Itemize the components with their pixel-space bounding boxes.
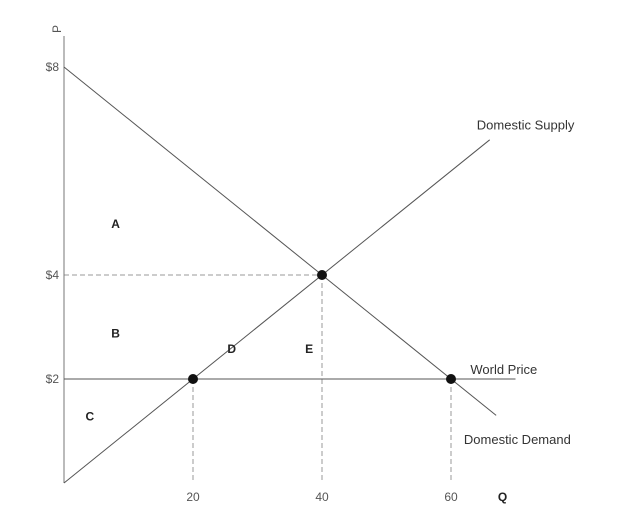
y-tick-label: $4 bbox=[46, 268, 60, 282]
y-tick-label: $2 bbox=[46, 372, 60, 386]
domestic-demand-line bbox=[63, 66, 497, 416]
intersection-point-1 bbox=[188, 374, 198, 384]
x-axis-label: Q bbox=[498, 490, 507, 504]
y-tick-labels: $8 $4 $2 bbox=[46, 60, 60, 386]
region-labels: A B C D E bbox=[85, 217, 313, 423]
world-price-label: World Price bbox=[470, 362, 537, 377]
domestic-supply-line bbox=[63, 139, 491, 484]
domestic-supply-label: Domestic Supply bbox=[477, 117, 575, 132]
x-tick-label: 40 bbox=[315, 490, 329, 504]
x-tick-labels: 20 40 60 bbox=[186, 490, 458, 504]
intersection-points bbox=[188, 270, 456, 384]
line-labels: Domestic Supply World Price Domestic Deman… bbox=[464, 117, 575, 447]
axes: P Q bbox=[50, 25, 507, 504]
y-axis-label: P bbox=[50, 25, 64, 33]
intersection-point-0 bbox=[317, 270, 327, 280]
domestic-demand-label: Domestic Demand bbox=[464, 432, 571, 447]
region-label-a: A bbox=[111, 217, 120, 231]
intersection-point-2 bbox=[446, 374, 456, 384]
region-label-c: C bbox=[85, 410, 94, 424]
series-lines bbox=[63, 66, 516, 484]
region-label-d: D bbox=[227, 342, 236, 356]
y-tick-label: $8 bbox=[46, 60, 60, 74]
region-label-e: E bbox=[305, 342, 313, 356]
x-tick-label: 20 bbox=[186, 490, 200, 504]
region-label-b: B bbox=[111, 326, 120, 340]
x-tick-label: 60 bbox=[444, 490, 458, 504]
